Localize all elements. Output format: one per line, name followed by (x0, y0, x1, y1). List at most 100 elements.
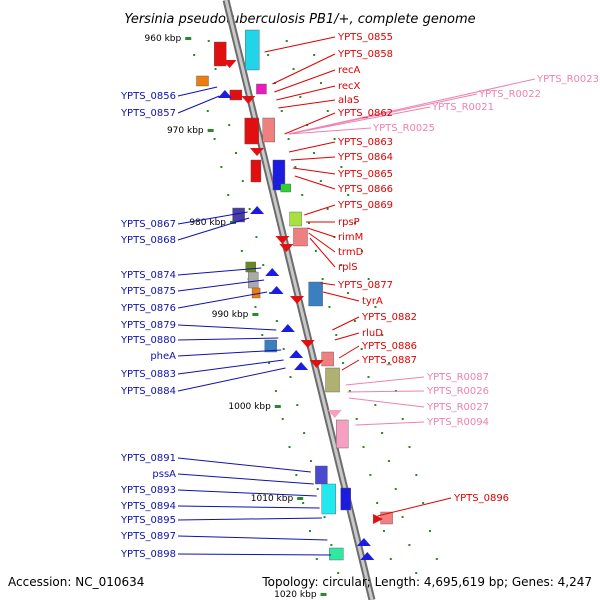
track-dot (381, 334, 384, 336)
label-leader-line (294, 175, 336, 190)
track-dot (428, 530, 431, 532)
label-leader-line (284, 112, 336, 135)
gene-label: YPTS_0874 (120, 270, 176, 281)
label-leader-line (322, 291, 360, 302)
gene-label: rluD (362, 328, 383, 339)
track-dot (206, 110, 209, 112)
gene-label: YPTS_0868 (120, 235, 176, 246)
scale-tick-label: 980 kbp (189, 218, 226, 228)
gene-label: YPTS_0887 (361, 355, 417, 366)
label-leader-line (177, 367, 286, 392)
track-dot (316, 488, 319, 490)
gene-label: pssA (152, 469, 176, 480)
gene-block (262, 117, 275, 143)
track-dot (335, 334, 338, 336)
track-dot (275, 320, 278, 322)
track-dot (214, 68, 217, 70)
track-dot (369, 474, 372, 476)
gene-label: YPTS_0891 (120, 453, 176, 464)
track-dot (234, 152, 237, 154)
label-leader-line (288, 141, 336, 153)
gene-label: rplS (338, 262, 358, 273)
gene-block (280, 183, 291, 193)
track-dot (408, 544, 411, 546)
gene-label: YPTS_0862 (337, 108, 393, 119)
gene-label: YPTS_0880 (120, 335, 176, 346)
label-leader-line (348, 397, 425, 408)
track-dot (227, 194, 230, 196)
track-dot (315, 558, 318, 560)
scale-tick-mark (207, 129, 214, 132)
feature-dots (193, 40, 438, 574)
label-leader-line (177, 489, 317, 497)
gene-label: YPTS_0863 (337, 137, 393, 148)
track-dot (294, 166, 297, 168)
label-leader-line (377, 497, 452, 517)
gene-features (196, 29, 393, 561)
track-dot (382, 530, 385, 532)
scale-tick-label: 1020 kbp (274, 590, 317, 600)
gene-block (245, 29, 260, 71)
accession-text: Accession: NC_010634 (8, 575, 144, 589)
gene-label: recX (338, 81, 361, 92)
track-dot (207, 40, 210, 42)
track-dot (326, 110, 329, 112)
track-dot (228, 124, 231, 126)
gene-block (308, 281, 323, 307)
label-leader-line (177, 553, 332, 556)
scale-tick-mark (274, 405, 281, 408)
track-dot (301, 194, 304, 196)
gene-block (272, 159, 286, 191)
gene-label: YPTS_0857 (120, 108, 176, 119)
label-leader-line (345, 376, 425, 386)
gene-label: YPTS_0864 (337, 152, 393, 163)
strand-arrow (356, 538, 371, 546)
track-dot (280, 110, 283, 112)
strand-arrow (279, 244, 294, 252)
track-dot (299, 96, 302, 98)
label-leader-line (177, 457, 311, 473)
gene-labels: YPTS_0855 YPTS_0858 recA recX alaS YPTS_0862 Y… (120, 32, 599, 560)
strand-arrow (280, 324, 295, 332)
scale-tick-label: 960 kbp (145, 34, 182, 44)
gene-block (336, 419, 349, 449)
track-dot (267, 54, 270, 56)
label-leader-line (272, 53, 336, 85)
track-dot (367, 278, 370, 280)
track-dot (268, 362, 271, 364)
label-leader-line (177, 473, 314, 485)
strand-arrow (309, 360, 324, 368)
gene-label: alaS (338, 95, 359, 106)
track-dot (248, 208, 251, 210)
label-leader-line (307, 227, 336, 238)
track-dot (319, 180, 322, 182)
label-leader-line (309, 237, 336, 268)
track-dot (337, 572, 340, 574)
strand-arrow (300, 340, 315, 348)
gene-label: YPTS_0865 (337, 169, 393, 180)
label-leader-line (288, 106, 431, 135)
label-leader-line (177, 95, 220, 114)
gene-block (321, 483, 336, 515)
gene-label: YPTS_0855 (337, 32, 393, 43)
strand-arrow (250, 206, 265, 214)
gene-label: YPTS_0879 (120, 320, 176, 331)
gene-label: YPTS_R0022 (478, 89, 541, 100)
label-leader-line (177, 505, 320, 509)
track-dot (220, 166, 223, 168)
strand-arrow (265, 268, 280, 276)
label-leader-line (177, 359, 284, 375)
track-dot (354, 222, 357, 224)
track-dot (287, 138, 290, 140)
gene-label: YPTS_R0027 (426, 402, 489, 413)
gene-label: trmD (338, 247, 364, 258)
scale-tick-mark (320, 593, 327, 596)
label-leader-line (177, 86, 218, 97)
map-title: Yersinia pseudotuberculosis PB1/+, compl… (124, 12, 475, 27)
gene-block (321, 351, 334, 367)
track-dot (408, 446, 411, 448)
track-dot (367, 376, 370, 378)
gene-block (247, 271, 259, 289)
label-leader-line (341, 359, 360, 371)
